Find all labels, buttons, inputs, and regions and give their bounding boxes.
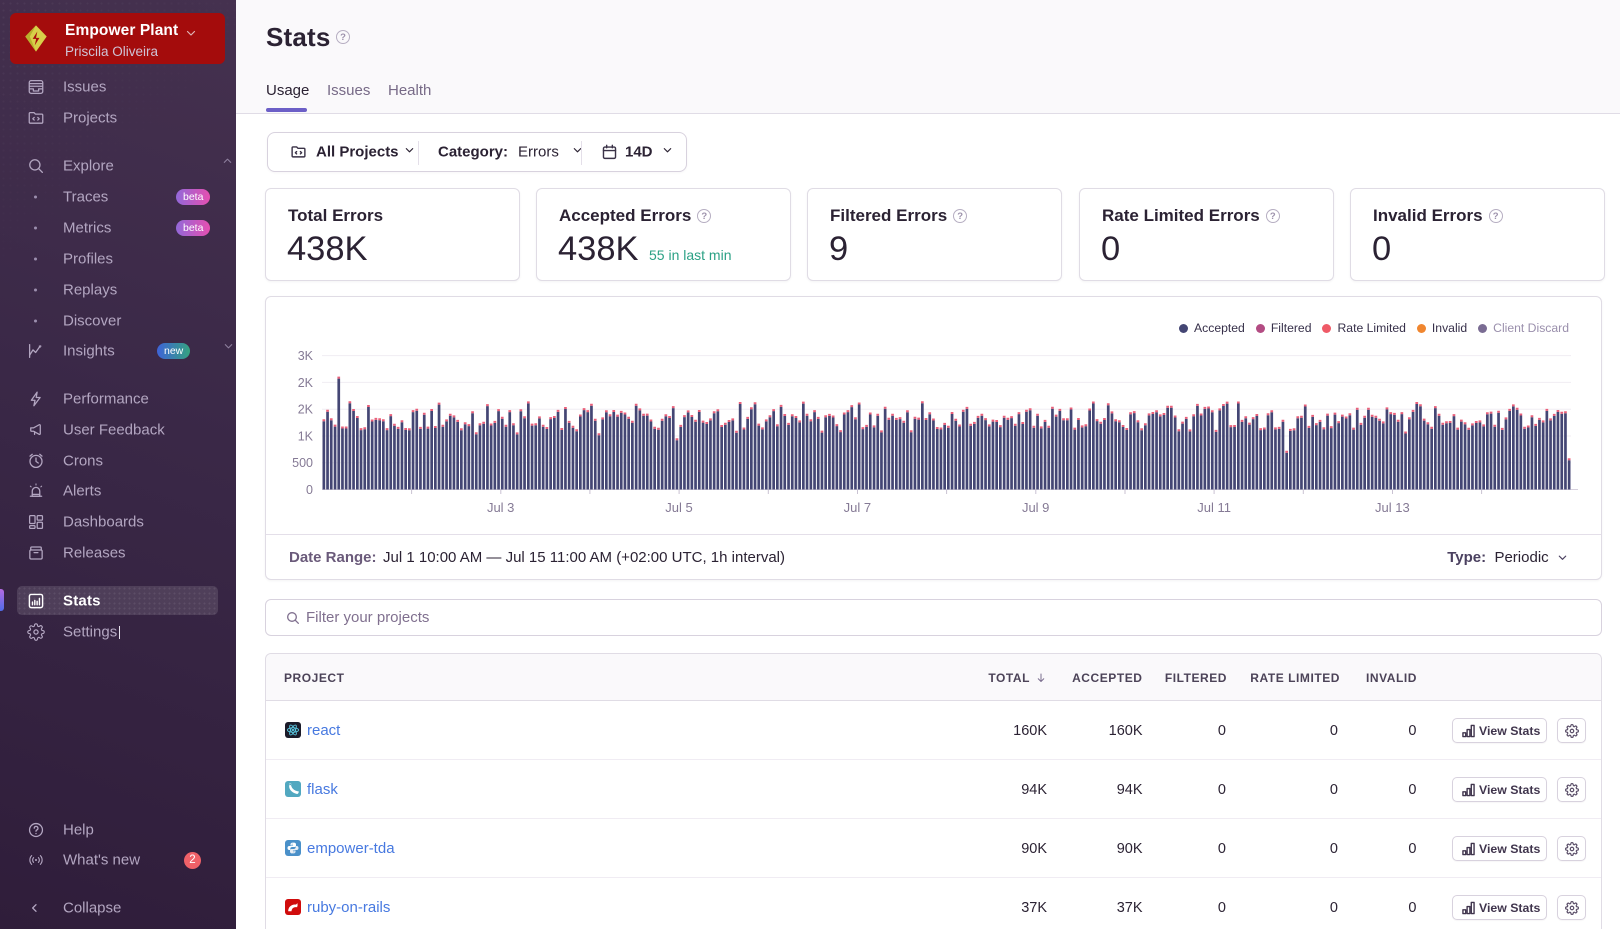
svg-text:3K: 3K: [298, 349, 314, 363]
svg-text:2K: 2K: [298, 403, 314, 417]
svg-text:1K: 1K: [298, 430, 314, 444]
svg-text:Jul 11: Jul 11: [1197, 500, 1231, 515]
svg-text:Jul 5: Jul 5: [665, 500, 692, 515]
svg-text:Jul 7: Jul 7: [844, 500, 871, 515]
svg-text:500: 500: [292, 456, 313, 470]
svg-text:0: 0: [306, 483, 313, 497]
svg-text:2K: 2K: [298, 376, 314, 390]
svg-text:Jul 9: Jul 9: [1022, 500, 1049, 515]
svg-text:Jul 13: Jul 13: [1375, 500, 1410, 515]
svg-text:Jul 3: Jul 3: [487, 500, 514, 515]
